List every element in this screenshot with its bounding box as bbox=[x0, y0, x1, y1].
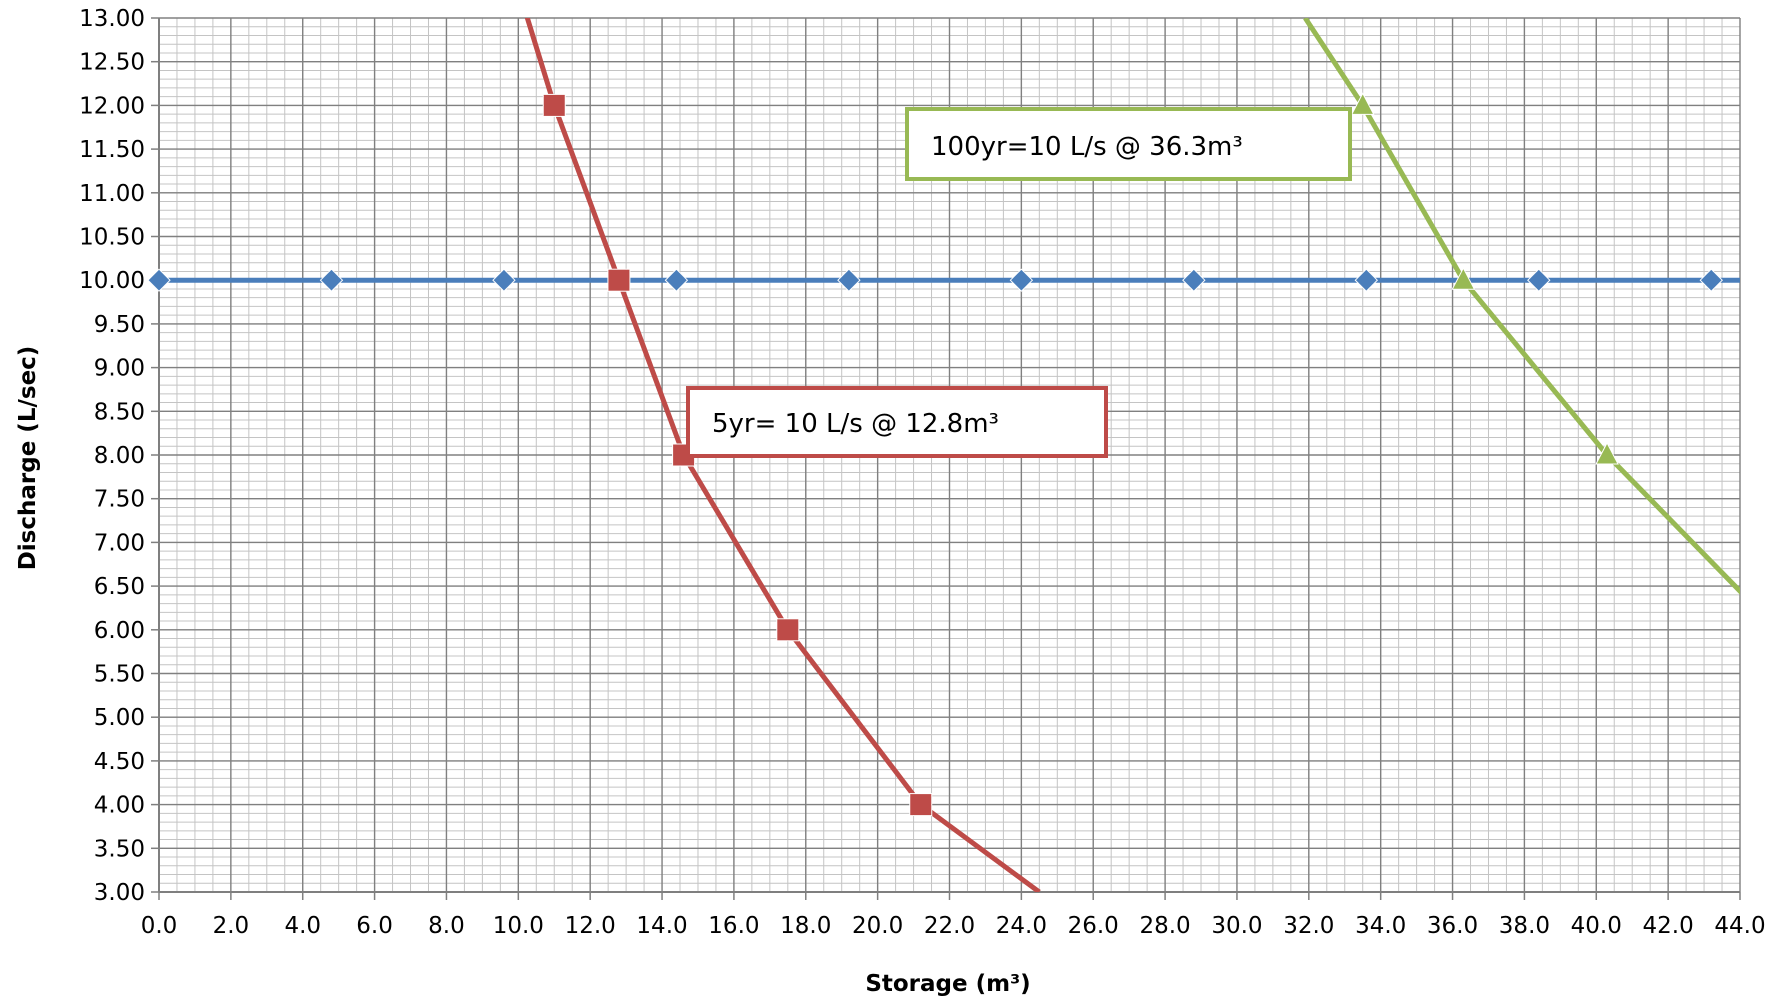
x-tick-label: 38.0 bbox=[1499, 913, 1550, 939]
x-tick-label: 4.0 bbox=[284, 913, 321, 939]
y-tick-label: 8.00 bbox=[94, 443, 145, 469]
x-tick-label: 20.0 bbox=[852, 913, 903, 939]
series-0-point bbox=[319, 268, 344, 292]
x-tick-label: 30.0 bbox=[1211, 913, 1262, 939]
x-tick-label: 40.0 bbox=[1571, 913, 1622, 939]
series-2-point bbox=[1595, 441, 1619, 465]
y-tick-label: 5.00 bbox=[94, 705, 145, 731]
y-tick-label: 6.00 bbox=[94, 618, 145, 644]
y-axis-title: Discharge (L/sec) bbox=[15, 346, 41, 571]
x-tick-label: 44.0 bbox=[1714, 913, 1765, 939]
y-tick-label: 13.00 bbox=[79, 6, 145, 32]
x-tick-label: 6.0 bbox=[356, 913, 393, 939]
x-tick-label: 0.0 bbox=[141, 913, 178, 939]
y-tick-label: 9.00 bbox=[94, 356, 145, 382]
series-0-point bbox=[837, 268, 861, 292]
series-1-point bbox=[542, 93, 566, 117]
x-tick-label: 36.0 bbox=[1427, 913, 1478, 939]
series-0-point bbox=[1009, 268, 1034, 292]
y-tick-label: 3.00 bbox=[94, 880, 145, 906]
y-tick-label: 7.50 bbox=[94, 487, 145, 513]
annotation-5yr-box bbox=[686, 386, 1108, 458]
series-0 bbox=[147, 268, 1740, 292]
y-tick-label: 11.00 bbox=[79, 181, 145, 207]
x-tick-label: 14.0 bbox=[636, 913, 687, 939]
series-0-point bbox=[1527, 268, 1551, 292]
y-tick-label: 10.00 bbox=[79, 268, 145, 294]
series-0-point bbox=[664, 268, 689, 292]
series-0-point bbox=[1354, 268, 1379, 292]
annotation-100yr: 100yr=10 L/s @ 36.3m³ bbox=[905, 107, 1352, 181]
x-tick-label: 16.0 bbox=[708, 913, 759, 939]
axes bbox=[151, 17, 1741, 900]
series-1-point bbox=[776, 618, 800, 642]
x-tick-label: 28.0 bbox=[1139, 913, 1190, 939]
y-tick-label: 8.50 bbox=[94, 399, 145, 425]
y-tick-label: 4.00 bbox=[94, 793, 145, 819]
y-tick-label: 3.50 bbox=[94, 836, 145, 862]
x-tick-label: 32.0 bbox=[1283, 913, 1334, 939]
annotation-100yr-text: 100yr=10 L/s @ 36.3m³ bbox=[931, 132, 1243, 162]
series-2 bbox=[1303, 18, 1740, 595]
y-tick-label: 5.50 bbox=[94, 662, 145, 688]
y-tick-label: 6.50 bbox=[94, 574, 145, 600]
x-tick-label: 34.0 bbox=[1355, 913, 1406, 939]
series-layer bbox=[147, 18, 1740, 892]
x-tick-label: 42.0 bbox=[1643, 913, 1694, 939]
x-tick-label: 24.0 bbox=[996, 913, 1047, 939]
annotation-5yr: 5yr= 10 L/s @ 12.8m³ bbox=[686, 386, 1108, 458]
x-tick-label: 10.0 bbox=[493, 913, 544, 939]
annotation-100yr-box bbox=[905, 107, 1352, 181]
series-0-point bbox=[147, 268, 171, 292]
series-2-point bbox=[1350, 92, 1375, 115]
series-1 bbox=[524, 18, 1041, 892]
y-tick-labels: 3.00 3.50 4.00 4.50 5.00 5.50 6.00 6.50 7.00 7.50… bbox=[79, 6, 145, 906]
series-0-point bbox=[492, 268, 516, 292]
x-axis-title: Storage (m³) bbox=[865, 971, 1030, 997]
annotation-5yr-text: 5yr= 10 L/s @ 12.8m³ bbox=[712, 409, 999, 439]
x-tick-label: 8.0 bbox=[428, 913, 465, 939]
x-tick-label: 18.0 bbox=[780, 913, 831, 939]
series-1-point bbox=[607, 268, 631, 292]
x-tick-labels: 0.0 2.0 4.0 6.0 8.0 10.0 12.0 14.0 16.0 18.0 20.0 2… bbox=[141, 913, 1766, 939]
y-tick-label: 9.50 bbox=[94, 312, 145, 338]
y-tick-label: 11.50 bbox=[79, 137, 145, 163]
series-0-point bbox=[1699, 268, 1723, 292]
y-tick-label: 12.50 bbox=[79, 50, 145, 76]
y-tick-label: 4.50 bbox=[94, 749, 145, 775]
series-2-point bbox=[1451, 267, 1476, 290]
x-tick-label: 12.0 bbox=[565, 913, 616, 939]
y-tick-label: 12.00 bbox=[79, 93, 145, 119]
x-tick-label: 26.0 bbox=[1068, 913, 1119, 939]
y-tick-label: 7.00 bbox=[94, 530, 145, 556]
x-tick-label: 2.0 bbox=[213, 913, 250, 939]
series-0-point bbox=[1182, 268, 1206, 292]
x-tick-label: 22.0 bbox=[924, 913, 975, 939]
series-1-point bbox=[909, 793, 933, 817]
y-tick-label: 10.50 bbox=[79, 225, 145, 251]
